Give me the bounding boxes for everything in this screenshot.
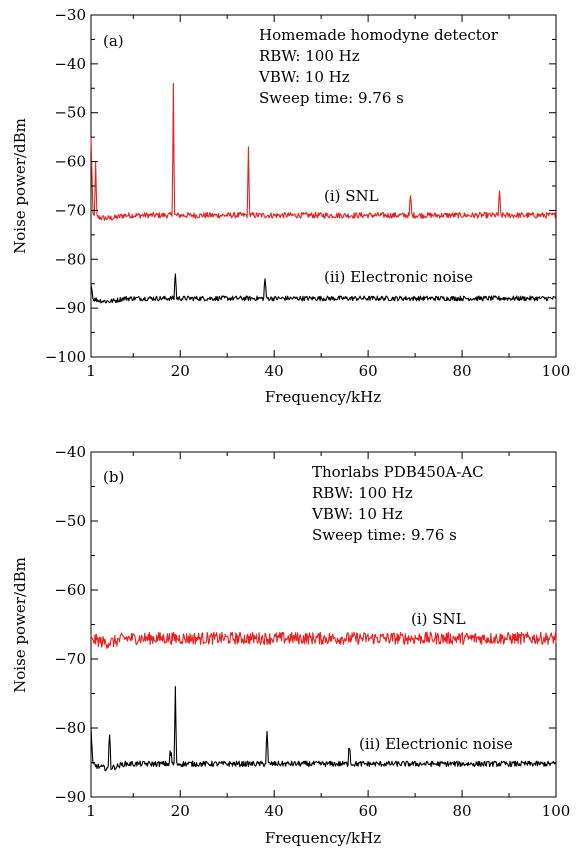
info-line-1: Thorlabs PDB450A-AC [312, 463, 484, 481]
y-tick-label: −40 [54, 55, 86, 73]
x-tick-label: 60 [359, 362, 378, 380]
y-axis-title: Noise power/dBm [11, 118, 29, 254]
series-line-snl [90, 82, 557, 221]
series-line-electronic-noise [90, 686, 557, 772]
ticks-layer: 1 20 40 60 80 100 −100 −90 −80 −70 −60 −50 −40 −30 [45, 6, 571, 380]
ticks-layer: 1 20 40 60 80 100 −90 −80 −70 −60 −50 −40 [54, 443, 570, 820]
chart-panel-a: 1 20 40 60 80 100 −100 −90 −80 −70 −60 −50 −40 −30 (a… [11, 6, 570, 406]
x-tick-label: 1 [86, 362, 96, 380]
x-tick-label: 100 [542, 802, 571, 820]
info-line-2: RBW: 100 Hz [312, 484, 413, 502]
y-tick-label: −50 [54, 512, 86, 530]
x-tick-label: 100 [542, 362, 571, 380]
info-line-4: Sweep time: 9.76 s [312, 526, 457, 544]
series-label-snl: (i) SNL [411, 610, 466, 628]
y-tick-label: −50 [54, 104, 86, 122]
x-tick-label: 80 [453, 362, 472, 380]
x-axis-title: Frequency/kHz [265, 829, 381, 847]
info-line-1: Homemade homodyne detector [259, 26, 499, 44]
info-line-3: VBW: 10 Hz [258, 68, 350, 86]
x-tick-label: 20 [171, 362, 190, 380]
y-tick-label: −100 [45, 348, 86, 366]
panel-label: (b) [103, 468, 124, 486]
y-tick-label: −60 [54, 581, 86, 599]
series-layer [90, 82, 557, 304]
series-layer [90, 631, 557, 772]
y-tick-label: −40 [54, 443, 86, 461]
x-axis-title: Frequency/kHz [265, 388, 381, 406]
series-label-electronic: (ii) Electrionic noise [359, 735, 513, 753]
info-line-2: RBW: 100 Hz [259, 47, 360, 65]
series-line-snl [90, 631, 557, 649]
y-tick-label: −90 [54, 788, 86, 806]
y-tick-label: −60 [54, 153, 86, 171]
y-tick-label: −70 [54, 650, 86, 668]
x-tick-label: 80 [453, 802, 472, 820]
x-tick-label: 40 [265, 802, 284, 820]
y-axis-title: Noise power/dBm [11, 557, 29, 693]
x-tick-label: 40 [265, 362, 284, 380]
y-tick-label: −30 [54, 6, 86, 24]
x-tick-label: 20 [171, 802, 190, 820]
y-tick-label: −70 [54, 201, 86, 219]
series-line-electronic-noise [90, 273, 557, 304]
y-tick-label: −80 [54, 250, 86, 268]
panel-label: (a) [103, 32, 124, 50]
x-tick-label: 60 [359, 802, 378, 820]
series-label-electronic: (ii) Electronic noise [324, 268, 473, 286]
series-label-snl: (i) SNL [324, 187, 379, 205]
info-line-3: VBW: 10 Hz [311, 505, 403, 523]
y-tick-label: −90 [54, 299, 86, 317]
x-tick-label: 1 [86, 802, 96, 820]
plot-frame [90, 14, 557, 358]
chart-panel-b: 1 20 40 60 80 100 −90 −80 −70 −60 −50 −40 (b) Thorl… [11, 443, 570, 847]
info-line-4: Sweep time: 9.76 s [259, 89, 404, 107]
y-tick-label: −80 [54, 719, 86, 737]
